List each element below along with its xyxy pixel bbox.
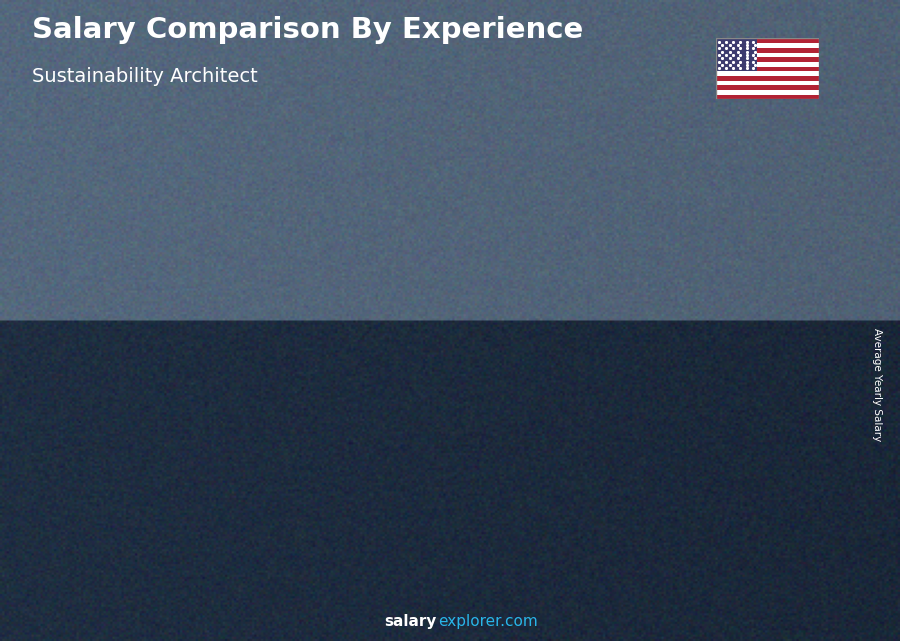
Bar — [206, 420, 273, 577]
Bar — [77, 459, 89, 462]
Bar — [591, 306, 658, 311]
Text: 66,200 USD: 66,200 USD — [82, 433, 161, 445]
Text: explorer.com: explorer.com — [438, 615, 538, 629]
Text: +21%: +21% — [406, 226, 464, 244]
Text: 161,000 USD: 161,000 USD — [760, 265, 847, 278]
Bar — [334, 373, 401, 577]
Bar — [334, 372, 346, 377]
Bar — [716, 53, 819, 57]
Bar — [716, 71, 819, 76]
Text: 88,800 USD: 88,800 USD — [216, 392, 294, 406]
Bar — [716, 62, 819, 67]
Text: +9%: +9% — [540, 217, 586, 235]
Bar — [523, 329, 530, 577]
Bar — [716, 90, 819, 95]
Bar — [591, 306, 658, 577]
Text: Sustainability Architect: Sustainability Architect — [32, 67, 257, 87]
Bar — [137, 460, 144, 577]
Bar — [716, 95, 819, 99]
Bar — [463, 329, 530, 577]
Text: +30%: +30% — [277, 281, 335, 299]
Bar — [334, 373, 401, 377]
Text: +5%: +5% — [669, 217, 715, 235]
Bar — [716, 85, 819, 90]
Bar — [266, 420, 273, 577]
Bar — [206, 419, 218, 422]
Text: 115,000 USD: 115,000 USD — [348, 346, 436, 359]
Bar — [77, 460, 144, 462]
Text: 140,000 USD: 140,000 USD — [477, 302, 564, 315]
Bar — [716, 76, 819, 81]
Bar — [463, 327, 475, 333]
Bar — [394, 373, 401, 577]
Bar — [77, 460, 144, 577]
Bar — [720, 292, 787, 297]
Bar — [716, 67, 819, 71]
Bar — [716, 48, 819, 53]
Text: salary: salary — [384, 615, 436, 629]
Bar — [716, 43, 819, 48]
Text: Average Yearly Salary: Average Yearly Salary — [872, 328, 883, 441]
Bar — [591, 304, 604, 311]
Bar — [716, 81, 819, 85]
Bar — [779, 292, 787, 577]
Bar — [463, 329, 530, 333]
Bar — [716, 57, 819, 62]
Bar — [652, 306, 658, 577]
Text: Salary Comparison By Experience: Salary Comparison By Experience — [32, 16, 583, 44]
Text: 153,000 USD: 153,000 USD — [612, 279, 699, 292]
Bar — [206, 420, 273, 422]
Bar — [716, 38, 757, 71]
Bar — [720, 292, 787, 577]
Bar — [720, 289, 732, 297]
Text: +34%: +34% — [148, 338, 206, 356]
Bar — [716, 38, 819, 43]
